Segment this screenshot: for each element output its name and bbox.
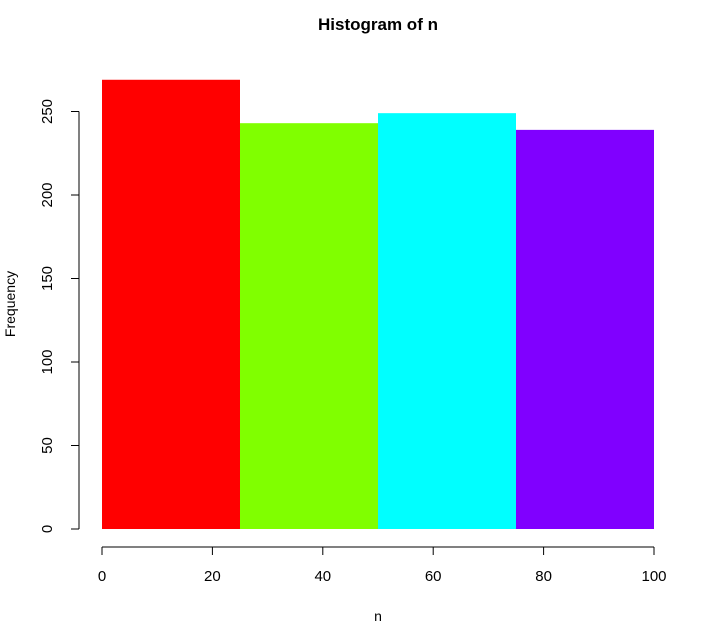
bars-group [102,79,654,530]
y-axis-label: Frequency [2,271,18,337]
y-tick-label: 100 [39,349,56,374]
x-tick-label: 80 [535,568,552,585]
x-tick-label: 0 [98,568,106,585]
x-axis: 0 20 40 60 80 100 [98,546,667,585]
histogram-bar [378,113,516,530]
histogram-bar [240,123,378,529]
y-tick-label: 0 [39,525,56,533]
histogram-bar [516,129,654,529]
y-tick-label: 150 [39,266,56,291]
y-tick-label: 200 [39,182,56,207]
chart-title: Histogram of n [318,15,438,34]
x-tick-label: 40 [314,568,331,585]
x-tick-label: 20 [204,568,221,585]
x-tick-label: 100 [641,568,666,585]
histogram-bar [102,79,240,530]
x-axis-label: n [374,608,382,624]
x-tick-label: 60 [425,568,442,585]
y-axis: 0 50 100 150 200 250 [39,99,80,533]
y-tick-label: 50 [39,437,56,454]
y-tick-label: 250 [39,99,56,124]
